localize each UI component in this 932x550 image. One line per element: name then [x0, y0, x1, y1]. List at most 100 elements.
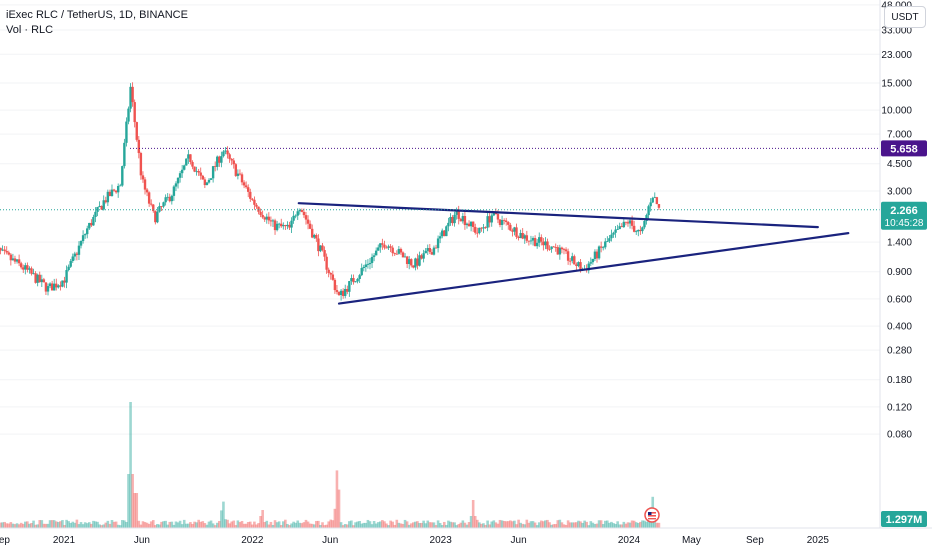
candle-body — [447, 222, 450, 227]
volume-bar — [127, 474, 130, 528]
candle-body — [356, 279, 359, 282]
trendline-upper — [297, 202, 819, 229]
candle-body — [595, 251, 599, 259]
volume-bar — [308, 523, 312, 528]
candle-body — [83, 234, 87, 236]
volume-bar — [67, 521, 70, 528]
volume-bar — [533, 522, 537, 528]
candle-body — [240, 174, 244, 183]
candle-body — [395, 253, 399, 255]
volume-bar — [143, 522, 147, 528]
price-axis[interactable] — [880, 0, 932, 550]
volume-bar — [40, 520, 44, 528]
candle-body — [81, 235, 85, 242]
candle-body — [602, 247, 605, 249]
chart-title: iExec RLC / TetherUS, 1D, BINANCE — [6, 9, 188, 21]
volume-bar — [269, 521, 273, 528]
candle-body — [379, 243, 382, 248]
trendlines[interactable] — [297, 202, 850, 305]
candle-body — [15, 259, 19, 262]
volume-bar — [298, 522, 302, 528]
candle-body — [308, 223, 312, 229]
candle-body — [614, 229, 617, 233]
candle-body — [399, 248, 403, 253]
volume-bar — [486, 520, 489, 528]
volume-bar — [585, 521, 588, 528]
marker-price-badge — [881, 140, 927, 157]
y-tick-label: 33.000 — [881, 26, 912, 37]
volume-bar — [341, 525, 345, 528]
volume-bar — [620, 524, 624, 528]
countdown-label: 10:45:28 — [885, 218, 924, 229]
candle-body — [302, 211, 306, 216]
candle-body — [500, 219, 504, 225]
candle-body — [104, 200, 107, 203]
candle-body — [620, 226, 623, 228]
volume-bar — [310, 523, 314, 528]
volume-bar — [496, 523, 500, 528]
candle-body — [445, 226, 448, 237]
candle-body — [238, 173, 242, 175]
candle-body — [362, 266, 365, 269]
candle-body — [71, 256, 74, 262]
candle-body — [535, 242, 539, 247]
candle-body — [234, 164, 238, 176]
candle-body — [391, 247, 394, 254]
candle-body — [407, 259, 411, 265]
candle-body — [432, 247, 436, 255]
volume-bar — [325, 524, 328, 528]
volume-bar — [32, 520, 35, 528]
candle-body — [26, 265, 29, 270]
candle-body — [310, 228, 314, 238]
volume-bar — [292, 521, 295, 528]
candle-body — [591, 258, 595, 263]
candle-body — [121, 166, 124, 186]
candle-body — [7, 252, 10, 255]
candle-body — [511, 230, 514, 232]
flag-icon[interactable] — [644, 507, 660, 523]
volume-bar — [372, 521, 376, 528]
volume-bar — [461, 520, 465, 528]
candle-body — [236, 173, 240, 176]
volume-bar — [519, 522, 522, 528]
candle-body — [438, 236, 442, 239]
volume-bar — [378, 521, 382, 528]
candle-body — [372, 255, 376, 257]
volume-bar — [389, 520, 392, 528]
volume-bar — [236, 520, 240, 528]
volume-bar — [643, 520, 646, 528]
volume-bar — [306, 521, 310, 528]
volume-bar — [570, 522, 574, 528]
volume-value-label: 1.297M — [886, 514, 923, 526]
candle-body — [11, 258, 15, 261]
candle-body — [333, 279, 337, 291]
last-price-badge — [881, 201, 927, 230]
candle-body — [352, 278, 355, 283]
volume-bar — [209, 520, 213, 528]
candle-body — [593, 251, 597, 259]
candle-body — [618, 226, 621, 230]
volume-bar — [626, 522, 630, 528]
volume-bar — [160, 521, 163, 528]
volume-bar — [118, 525, 122, 528]
currency-selector-button[interactable]: USDT — [884, 6, 926, 28]
candle-body — [286, 224, 289, 227]
volume-bar — [275, 522, 279, 528]
candle-body — [647, 206, 650, 216]
candle-body — [296, 211, 299, 216]
candle-body — [420, 255, 423, 259]
volume-bar — [92, 520, 95, 528]
candle-body — [577, 262, 580, 267]
candle-body — [657, 204, 661, 208]
candle-body — [471, 221, 475, 227]
volume-bar — [166, 524, 170, 528]
volume-bar — [255, 524, 258, 528]
volume-bar — [59, 521, 62, 528]
volume-bar — [1, 522, 4, 528]
volume-bar — [550, 524, 553, 528]
candle-body — [32, 273, 35, 275]
candle-body — [300, 210, 304, 212]
candle-body — [348, 281, 351, 292]
candle-body — [0, 247, 2, 251]
